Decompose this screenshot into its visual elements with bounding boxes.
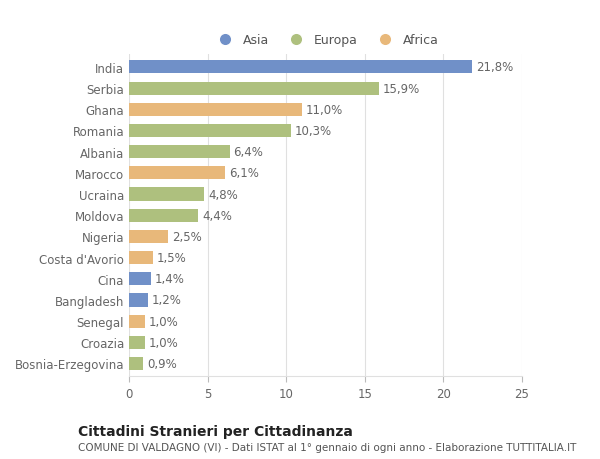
Text: 1,5%: 1,5% xyxy=(157,252,186,264)
Text: 2,5%: 2,5% xyxy=(172,230,202,243)
Text: 10,3%: 10,3% xyxy=(295,125,332,138)
Bar xyxy=(129,336,145,349)
Bar xyxy=(129,146,230,159)
Bar xyxy=(129,61,472,74)
Bar xyxy=(129,230,168,243)
Bar xyxy=(129,167,225,180)
Text: 11,0%: 11,0% xyxy=(306,104,343,117)
Text: Cittadini Stranieri per Cittadinanza: Cittadini Stranieri per Cittadinanza xyxy=(78,425,353,438)
Bar xyxy=(129,294,148,307)
Text: 6,4%: 6,4% xyxy=(233,146,263,159)
Bar xyxy=(129,103,302,117)
Text: 6,1%: 6,1% xyxy=(229,167,259,180)
Bar xyxy=(129,357,143,370)
Text: 1,2%: 1,2% xyxy=(152,294,182,307)
Bar xyxy=(129,188,205,201)
Text: 4,8%: 4,8% xyxy=(208,188,238,201)
Bar xyxy=(129,125,291,138)
Text: COMUNE DI VALDAGNO (VI) - Dati ISTAT al 1° gennaio di ogni anno - Elaborazione T: COMUNE DI VALDAGNO (VI) - Dati ISTAT al … xyxy=(78,442,577,452)
Legend: Asia, Europa, Africa: Asia, Europa, Africa xyxy=(208,29,443,52)
Text: 1,4%: 1,4% xyxy=(155,273,185,285)
Bar xyxy=(129,252,152,264)
Text: 1,0%: 1,0% xyxy=(149,315,178,328)
Text: 0,9%: 0,9% xyxy=(147,357,177,370)
Text: 4,4%: 4,4% xyxy=(202,209,232,222)
Text: 21,8%: 21,8% xyxy=(476,62,513,74)
Bar xyxy=(129,82,379,95)
Bar xyxy=(129,209,198,222)
Bar xyxy=(129,273,151,285)
Bar xyxy=(129,315,145,328)
Text: 15,9%: 15,9% xyxy=(383,83,420,95)
Text: 1,0%: 1,0% xyxy=(149,336,178,349)
